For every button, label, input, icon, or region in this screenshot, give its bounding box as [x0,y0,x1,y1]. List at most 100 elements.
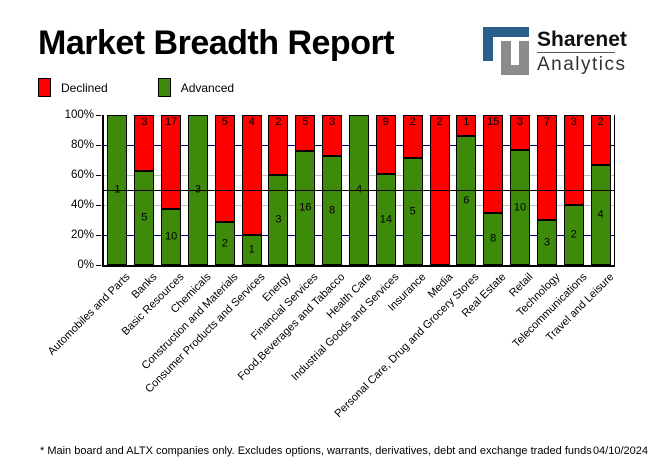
declined-value-label: 2 [597,116,604,128]
declined-segment [590,115,611,165]
advanced-segment [268,175,289,265]
declined-segment [322,115,343,156]
advanced-segment [563,205,584,265]
declined-value-label: 3 [570,116,577,128]
bar-basic-resources: 17 10 [161,115,182,265]
y-tick-mark [96,235,101,236]
declined-value-label: 15 [487,116,500,128]
declined-value-label: 3 [329,116,336,128]
logo-subtitle: Analytics [537,54,627,75]
bar-real-estate: 15 8 [483,115,504,265]
declined-segment [268,115,289,175]
y-tick-label: 20% [70,229,94,241]
y-tick-label: 60% [70,169,94,181]
y-tick-mark [96,205,101,206]
declined-value-label: 7 [543,116,550,128]
advanced-segment [161,209,182,265]
advanced-value-label: 10 [513,201,527,213]
legend-label-declined: Declined [61,80,108,95]
declined-value-label: 1 [463,116,470,128]
advanced-value-label: 3 [275,213,282,226]
y-tick-label: 80% [70,139,94,151]
advanced-value-label: 10 [164,230,178,243]
y-tick-label: 40% [70,199,94,211]
declined-value-label: 4 [248,116,255,128]
advanced-value-label: 4 [597,208,604,221]
declined-value-label: 3 [516,116,524,128]
y-tick-mark [96,265,101,266]
sharenet-logo-icon [483,27,529,75]
legend-item-declined: Declined [38,78,108,97]
footnote-text: * Main board and ALTX companies only. Ex… [40,445,592,457]
y-tick-label: 100% [64,109,94,121]
advanced-segment [456,136,477,265]
logo-text: Sharenet Analytics [537,27,627,76]
advanced-segment [295,151,316,265]
declined-segment [241,115,262,235]
advanced-value-label: 2 [221,237,228,249]
fifty-percent-line [102,190,615,191]
declined-segment [134,115,155,171]
declined-segment [510,115,531,150]
advanced-segment [134,171,155,265]
advanced-value-label: 2 [570,228,577,241]
advanced-value-label: 4 [349,184,369,196]
report-date: 04/10/2024 [592,445,648,457]
advanced-value-label: 1 [248,243,255,256]
declined-value-label: 2 [409,116,416,128]
declined-value-label: 2 [436,116,443,128]
declined-value-label: 5 [302,116,309,128]
declined-segment [161,115,182,209]
y-tick-label: 0% [77,259,94,271]
declined-segment [483,115,504,213]
page-title: Market Breadth Report [38,24,395,62]
advanced-segment [536,220,557,265]
advanced-value-label: 8 [329,204,336,216]
declined-segment [375,115,396,174]
logo-divider [537,52,615,53]
advanced-segment [214,222,235,265]
advanced-value-label: 14 [379,213,392,225]
declined-value-label: 5 [221,116,228,128]
chart-plot-area: 1351710352412351638491425216158310733224 [102,115,615,267]
advanced-segment [402,158,423,265]
y-tick-mark [96,175,101,176]
advanced-segment [322,156,343,265]
declined-segment [456,115,477,136]
declined-segment [295,115,316,151]
bar-industrial-goods-and-services: 9 14 [375,115,396,265]
advanced-value-label: 1 [107,184,127,196]
advanced-segment [375,174,396,265]
declined-value-label: 3 [141,116,148,128]
sharenet-logo: Sharenet Analytics [483,27,627,76]
declined-swatch-icon [38,78,51,97]
advanced-segment [483,213,504,265]
advanced-value-label: 5 [409,205,416,217]
y-tick-mark [96,115,101,116]
category-label: Automobiles and Parts [46,271,133,358]
advanced-value-label: 3 [543,236,550,248]
advanced-value-label: 3 [188,184,208,196]
legend-item-advanced: Advanced [157,78,235,97]
declined-segment [214,115,235,222]
advanced-segment [241,235,262,265]
declined-value-label: 9 [382,116,389,128]
declined-value-label: 17 [164,116,178,128]
declined-segment [402,115,423,158]
y-tick-mark [96,145,101,146]
logo-name: Sharenet [537,28,627,51]
legend-label-advanced: Advanced [180,80,235,95]
declined-segment [563,115,584,205]
chart-legend: Declined Advanced [38,78,284,97]
bar-retail: 3 10 [510,115,531,265]
advanced-segment [510,150,531,265]
